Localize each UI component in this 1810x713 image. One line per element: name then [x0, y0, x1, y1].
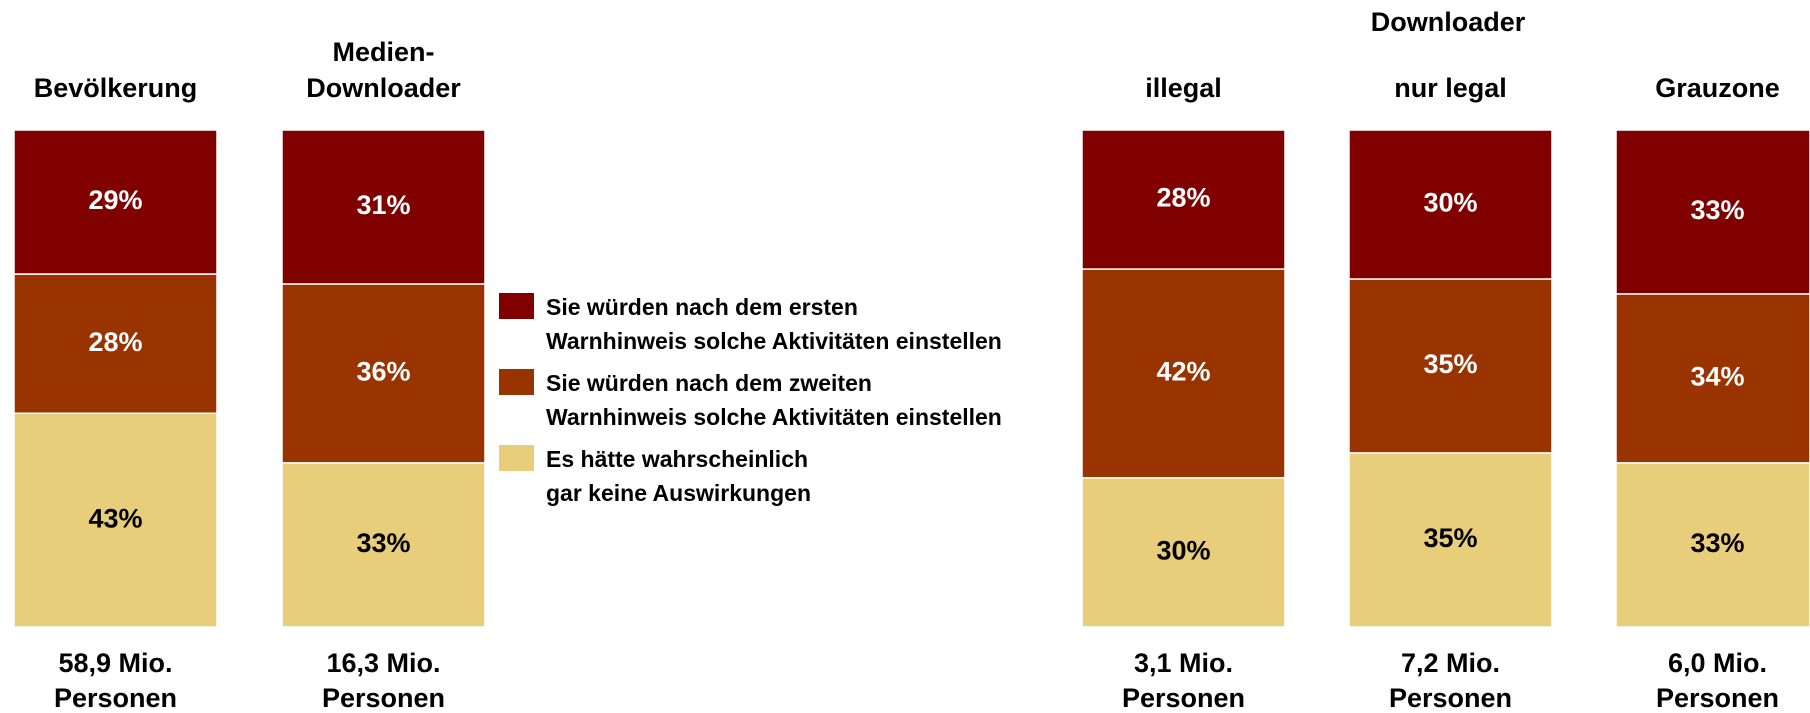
value-label: 28% [88, 327, 142, 357]
bar-segment [281, 129, 486, 285]
category-label: Medien- [332, 37, 434, 67]
bar-segment [1081, 477, 1286, 628]
bar-segment [1348, 278, 1553, 454]
bar-segment [1615, 462, 1810, 628]
bar-footer: Personen [54, 683, 177, 713]
value-label: 36% [356, 357, 410, 387]
legend-label: Sie würden nach dem zweiten [546, 370, 872, 396]
legend-swatch [499, 293, 534, 319]
category-label: Grauzone [1655, 73, 1780, 103]
bar-segment [13, 129, 218, 275]
bar-footer: Personen [1389, 683, 1512, 713]
value-label: 33% [1690, 528, 1744, 558]
category-label: Bevölkerung [34, 73, 198, 103]
bar-footer: 6,0 Mio. [1668, 648, 1767, 678]
value-label: 43% [88, 503, 142, 533]
legend-swatch [499, 445, 534, 471]
bar-footer: 3,1 Mio. [1134, 648, 1233, 678]
bar-footer: 7,2 Mio. [1401, 648, 1500, 678]
value-label: 31% [356, 190, 410, 220]
legend-label: Es hätte wahrscheinlich [546, 446, 808, 472]
bar-footer: Personen [322, 683, 445, 713]
value-label: 30% [1156, 536, 1210, 566]
category-label: illegal [1145, 73, 1222, 103]
bar-segment [1348, 129, 1553, 280]
value-label: 29% [88, 185, 142, 215]
bar-segment [1615, 129, 1810, 295]
value-label: 42% [1156, 357, 1210, 387]
bar-footer: Personen [1122, 683, 1245, 713]
bar-segment [1081, 268, 1286, 479]
bar-footer: 58,9 Mio. [58, 648, 172, 678]
group-label: Downloader [1371, 7, 1526, 37]
bar-segment [1348, 452, 1553, 628]
value-label: 33% [356, 528, 410, 558]
bar-segment [13, 412, 218, 628]
legend-label: Warnhinweis solche Aktivitäten einstelle… [546, 328, 1002, 354]
bar-segment [281, 462, 486, 628]
legend-swatch [499, 369, 534, 395]
value-label: 34% [1690, 362, 1744, 392]
legend-label: Sie würden nach dem ersten [546, 294, 858, 320]
category-label: nur legal [1394, 73, 1507, 103]
value-label: 28% [1156, 183, 1210, 213]
value-label: 30% [1423, 188, 1477, 218]
value-label: 35% [1423, 523, 1477, 553]
bar-segment [281, 283, 486, 464]
value-label: 33% [1690, 195, 1744, 225]
legend-label: Warnhinweis solche Aktivitäten einstelle… [546, 404, 1002, 430]
bar-segment [13, 273, 218, 415]
value-label: 35% [1423, 349, 1477, 379]
category-label: Downloader [306, 73, 461, 103]
bar-footer: 16,3 Mio. [326, 648, 440, 678]
legend-label: gar keine Auswirkungen [546, 480, 811, 506]
bar-footer: Personen [1656, 683, 1779, 713]
bar-segment [1615, 293, 1810, 464]
